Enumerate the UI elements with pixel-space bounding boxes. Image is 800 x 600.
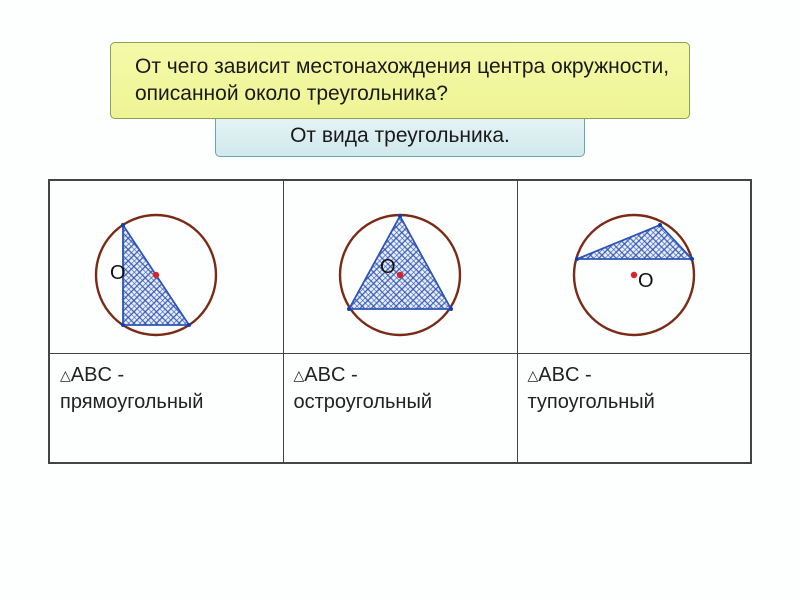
triangle-types-table: О О О △ABC - прямоугольный △ABC - остроу… [48, 179, 752, 465]
answer-text: От вида треугольника. [290, 124, 510, 147]
svg-text:О: О [380, 256, 396, 278]
caption-right: △ABC - прямоугольный [49, 353, 283, 463]
svg-text:О: О [638, 270, 654, 292]
caption-abc: ABC - [538, 364, 591, 386]
diagram-cell-acute: О [283, 180, 517, 354]
caption-obtuse: △ABC - тупоугольный [517, 353, 751, 463]
svg-text:О: О [110, 262, 126, 284]
diagram-cell-right: О [49, 180, 283, 354]
caption-acute: △ABC - остроугольный [283, 353, 517, 463]
question-text: От чего зависит местонахождения центра о… [135, 55, 669, 105]
circumscribed-obtuse-triangle: О [534, 193, 734, 353]
answer-box: От вида треугольника. [215, 113, 585, 157]
caption-abc: ABC - [304, 364, 357, 386]
slide-content: От чего зависит местонахождения центра о… [48, 42, 752, 558]
circumscribed-right-triangle: О [66, 193, 266, 353]
circumscribed-acute-triangle: О [300, 193, 500, 353]
diagram-cell-obtuse: О [517, 180, 751, 354]
caption-type: остроугольный [294, 391, 433, 413]
caption-type: тупоугольный [528, 391, 655, 413]
delta-symbol: △ [60, 367, 71, 383]
caption-abc: ABC - [71, 364, 124, 386]
question-box: От чего зависит местонахождения центра о… [110, 42, 690, 119]
delta-symbol: △ [294, 367, 305, 383]
caption-type: прямоугольный [60, 391, 203, 413]
delta-symbol: △ [528, 367, 539, 383]
